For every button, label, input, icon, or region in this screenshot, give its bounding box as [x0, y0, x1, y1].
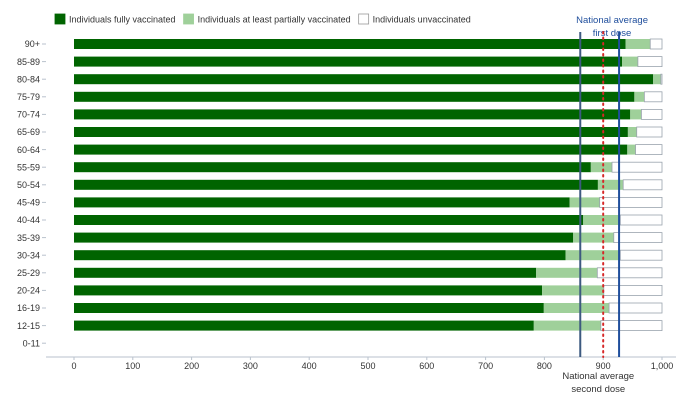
legend-label-0: Individuals fully vaccinated: [69, 15, 176, 25]
bar-20-24-series-0: [74, 285, 543, 296]
bar-65-69-series-2: [636, 126, 663, 138]
y-tick-label-3: 75-79: [17, 92, 40, 102]
bar-50-54-series-2: [622, 179, 663, 191]
y-tick-label-1: 85-89: [17, 57, 40, 67]
bar-30-34-series-2: [619, 249, 663, 261]
bar-12-15-series-1: [533, 320, 601, 331]
bar-75-79-series-0: [74, 91, 635, 102]
legend-label-1: Individuals at least partially vaccinate…: [198, 15, 351, 25]
y-tick-label-16: 12-15: [17, 321, 40, 331]
bar-90+-series-2: [649, 38, 663, 50]
x-tick-label-8: 800: [537, 361, 552, 371]
bar-60-64-series-2: [635, 144, 663, 156]
bar-40-44-series-1: [583, 215, 621, 225]
bar-80-84-series-2: [660, 73, 663, 85]
bar-75-79-series-1: [634, 91, 645, 102]
bar-40-44-series-0: [74, 215, 584, 225]
y-tick-label-9: 45-49: [17, 198, 40, 208]
bar-55-59-series-1: [590, 162, 613, 173]
x-tick-label-0: 0: [71, 361, 76, 371]
bar-35-39-series-0: [74, 232, 574, 243]
legend-swatch-2: [358, 13, 370, 25]
x-tick-label-9: 900: [596, 361, 611, 371]
x-tick-label-10: 1,000: [651, 361, 674, 371]
y-tick-label-2: 80-84: [17, 74, 40, 84]
bar-16-19-series-1: [543, 303, 610, 313]
y-tick-label-15: 16-19: [17, 303, 40, 313]
y-tick-label-8: 50-54: [17, 180, 40, 190]
x-tick-label-4: 400: [302, 361, 317, 371]
bar-65-69-series-1: [627, 127, 637, 137]
bar-90+-series-1: [625, 39, 651, 49]
legend-swatch-0: [54, 13, 66, 25]
bar-90+-series-0: [74, 39, 626, 49]
x-tick-label-6: 600: [419, 361, 434, 371]
reference-label-1-1: first dose: [593, 28, 632, 39]
reference-label-0-1: second dose: [571, 384, 625, 395]
bar-60-64-series-0: [74, 144, 628, 155]
y-tick-label-10: 40-44: [17, 215, 40, 225]
bar-45-49-series-0: [74, 197, 570, 208]
x-tick-label-1: 100: [125, 361, 140, 371]
bar-85-89-series-2: [637, 56, 663, 67]
y-tick-label-14: 20-24: [17, 286, 40, 296]
bar-45-49-series-2: [599, 196, 663, 208]
y-tick-label-4: 70-74: [17, 110, 40, 120]
y-tick-label-7: 55-59: [17, 162, 40, 172]
bar-65-69-series-0: [74, 127, 628, 137]
bar-75-79-series-2: [643, 91, 663, 103]
bar-40-44-series-2: [619, 214, 663, 226]
bar-25-29-series-1: [536, 267, 598, 278]
x-tick-label-5: 500: [360, 361, 375, 371]
y-tick-label-12: 30-34: [17, 250, 40, 260]
bar-85-89-series-0: [74, 56, 623, 67]
reference-label-1-0: National average: [576, 15, 648, 26]
bar-20-24-series-2: [603, 284, 663, 296]
x-tick-label-3: 300: [243, 361, 258, 371]
y-tick-label-6: 60-64: [17, 145, 40, 155]
bar-60-64-series-1: [627, 144, 636, 155]
bar-12-15-series-0: [74, 320, 534, 331]
bar-16-19-series-2: [608, 302, 663, 314]
bar-25-29-series-0: [74, 267, 537, 278]
y-tick-label-13: 25-29: [17, 268, 40, 278]
reference-label-0-0: National average: [562, 371, 634, 382]
bar-50-54-series-1: [597, 179, 624, 190]
bar-85-89-series-1: [622, 56, 638, 67]
bar-45-49-series-1: [569, 197, 600, 208]
bar-30-34-series-0: [74, 250, 566, 261]
bar-70-74-series-0: [74, 109, 631, 120]
x-tick-label-2: 200: [184, 361, 199, 371]
bar-35-39-series-1: [573, 232, 614, 243]
bar-20-24-series-1: [542, 285, 604, 296]
bar-16-19-series-0: [74, 303, 544, 313]
bar-35-39-series-2: [613, 232, 663, 244]
y-tick-label-0: 90+: [25, 39, 40, 49]
y-tick-label-17: 0-11: [23, 338, 40, 348]
bar-30-34-series-1: [565, 250, 621, 261]
bar-55-59-series-2: [611, 161, 663, 173]
legend-label-2: Individuals unvaccinated: [373, 15, 471, 25]
bar-12-15-series-2: [600, 320, 663, 332]
y-tick-label-11: 35-39: [17, 233, 40, 243]
bar-80-84-series-1: [653, 74, 661, 85]
bar-80-84-series-0: [74, 74, 654, 85]
bar-50-54-series-0: [74, 179, 598, 190]
legend-swatch-1: [183, 13, 194, 25]
bar-55-59-series-0: [74, 162, 591, 173]
bar-70-74-series-2: [641, 109, 663, 120]
bar-25-29-series-2: [596, 267, 663, 279]
y-tick-label-5: 65-69: [17, 127, 40, 137]
x-tick-label-7: 700: [478, 361, 493, 371]
bar-70-74-series-1: [630, 109, 642, 120]
